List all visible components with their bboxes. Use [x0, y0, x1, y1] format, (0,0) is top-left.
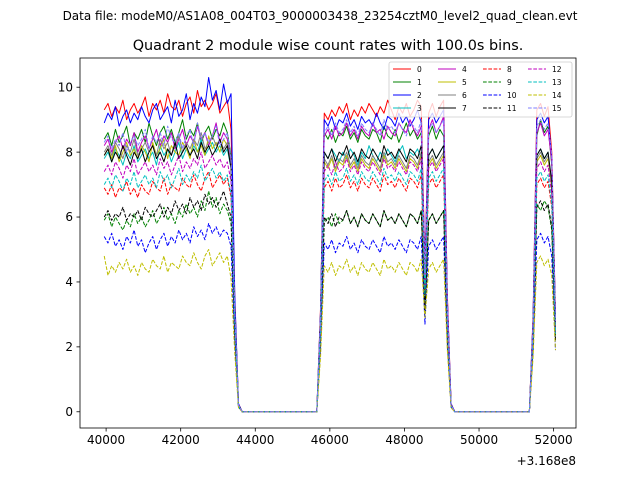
legend-label-11: 11	[507, 104, 517, 113]
legend-label-10: 10	[507, 91, 517, 100]
legend-label-8: 8	[507, 65, 512, 74]
legend-label-12: 12	[552, 65, 562, 74]
legend-label-14: 14	[552, 91, 562, 100]
x-tick-label: 50000	[460, 433, 498, 447]
legend-label-13: 13	[552, 78, 562, 87]
series-line-10	[103, 223, 556, 413]
series-line-4	[103, 115, 556, 413]
legend-label-2: 2	[417, 91, 422, 100]
legend-label-1: 1	[417, 78, 422, 87]
series-line-8	[103, 171, 556, 413]
series-line-14	[103, 248, 556, 413]
series-line-5	[103, 135, 556, 413]
y-tick-label: 4	[65, 275, 73, 289]
y-tick-label: 2	[65, 340, 73, 354]
series-group	[103, 76, 556, 413]
series-line-2	[103, 76, 556, 413]
series-line-11	[103, 190, 556, 413]
y-tick-label: 0	[65, 405, 73, 419]
legend-label-4: 4	[462, 65, 467, 74]
axes-frame	[79, 57, 577, 429]
x-tick-label: 48000	[385, 433, 423, 447]
series-line-1	[103, 119, 556, 413]
plot-area: 40000 42000 44000 46000 48000 50000 52000 0 2 4 6…	[58, 57, 577, 468]
suptitle: Data file: modeM0/AS1A08_004T03_90000034…	[63, 9, 578, 23]
legend-label-5: 5	[462, 78, 467, 87]
legend-label-3: 3	[417, 104, 422, 113]
legend-label-6: 6	[462, 91, 467, 100]
series-line-6	[103, 132, 556, 413]
x-offset-label: +3.168e8	[517, 454, 576, 468]
series-line-0	[103, 89, 556, 413]
legend-label-0: 0	[417, 65, 422, 74]
legend-box	[388, 61, 573, 118]
x-tick-label: 44000	[236, 433, 274, 447]
x-tick-label: 52000	[535, 433, 573, 447]
chart-title: Quadrant 2 module wise count rates with …	[133, 38, 524, 54]
series-line-9	[103, 190, 556, 413]
y-tick-label: 8	[65, 145, 73, 159]
legend-label-9: 9	[507, 78, 512, 87]
x-tick-label: 46000	[311, 433, 349, 447]
y-tick-label: 10	[58, 80, 73, 94]
x-axis: 40000 42000 44000 46000 48000 50000 52000	[87, 428, 573, 447]
x-tick-label: 42000	[162, 433, 200, 447]
y-axis: 0 2 4 6 8 10	[58, 80, 80, 419]
legend-label-15: 15	[552, 104, 562, 113]
x-tick-label: 40000	[87, 433, 125, 447]
series-line-7	[103, 138, 556, 413]
legend-label-7: 7	[462, 104, 467, 113]
series-line-13	[103, 164, 556, 413]
y-tick-label: 6	[65, 210, 73, 224]
series-line-12	[103, 151, 556, 413]
